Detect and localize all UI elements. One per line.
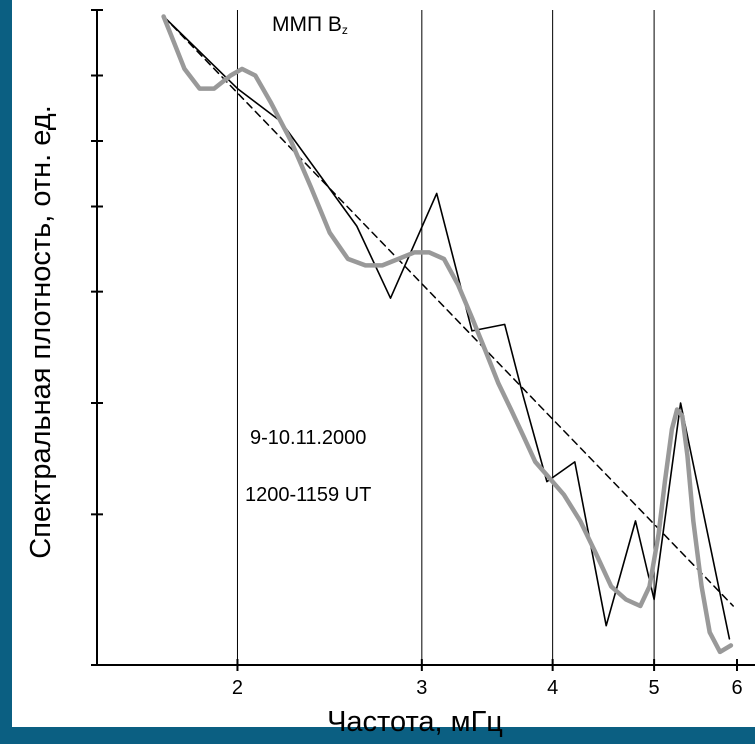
plot-background [12,0,755,727]
series-layer [161,14,734,655]
x-tick-label-2: 2 [232,677,243,699]
x-ticks: 2 3 4 5 6 [232,659,743,699]
chart-title-subscript: z [342,23,348,37]
series-line-thin-black [162,15,731,640]
y-ticks [91,9,103,666]
annotation-time: 1200-1159 UT [245,484,371,506]
chart-title: ММП Bz [272,13,348,37]
gridlines [236,10,655,665]
x-tick-label-3: 3 [416,677,427,699]
x-tick-label-5: 5 [649,677,660,699]
series-line-thick-gray [161,14,734,655]
y-axis-title: Спектральная плотность, отн. ед. [25,105,57,559]
series-line-dashed-fit [162,15,734,607]
x-tick-label-6: 6 [731,677,742,699]
annotation-date: 9-10.11.2000 [250,427,366,449]
x-tick-label-4: 4 [547,677,558,699]
x-axis-title: Частота, мГц [327,706,503,738]
chart-title-text: ММП B [272,13,342,36]
